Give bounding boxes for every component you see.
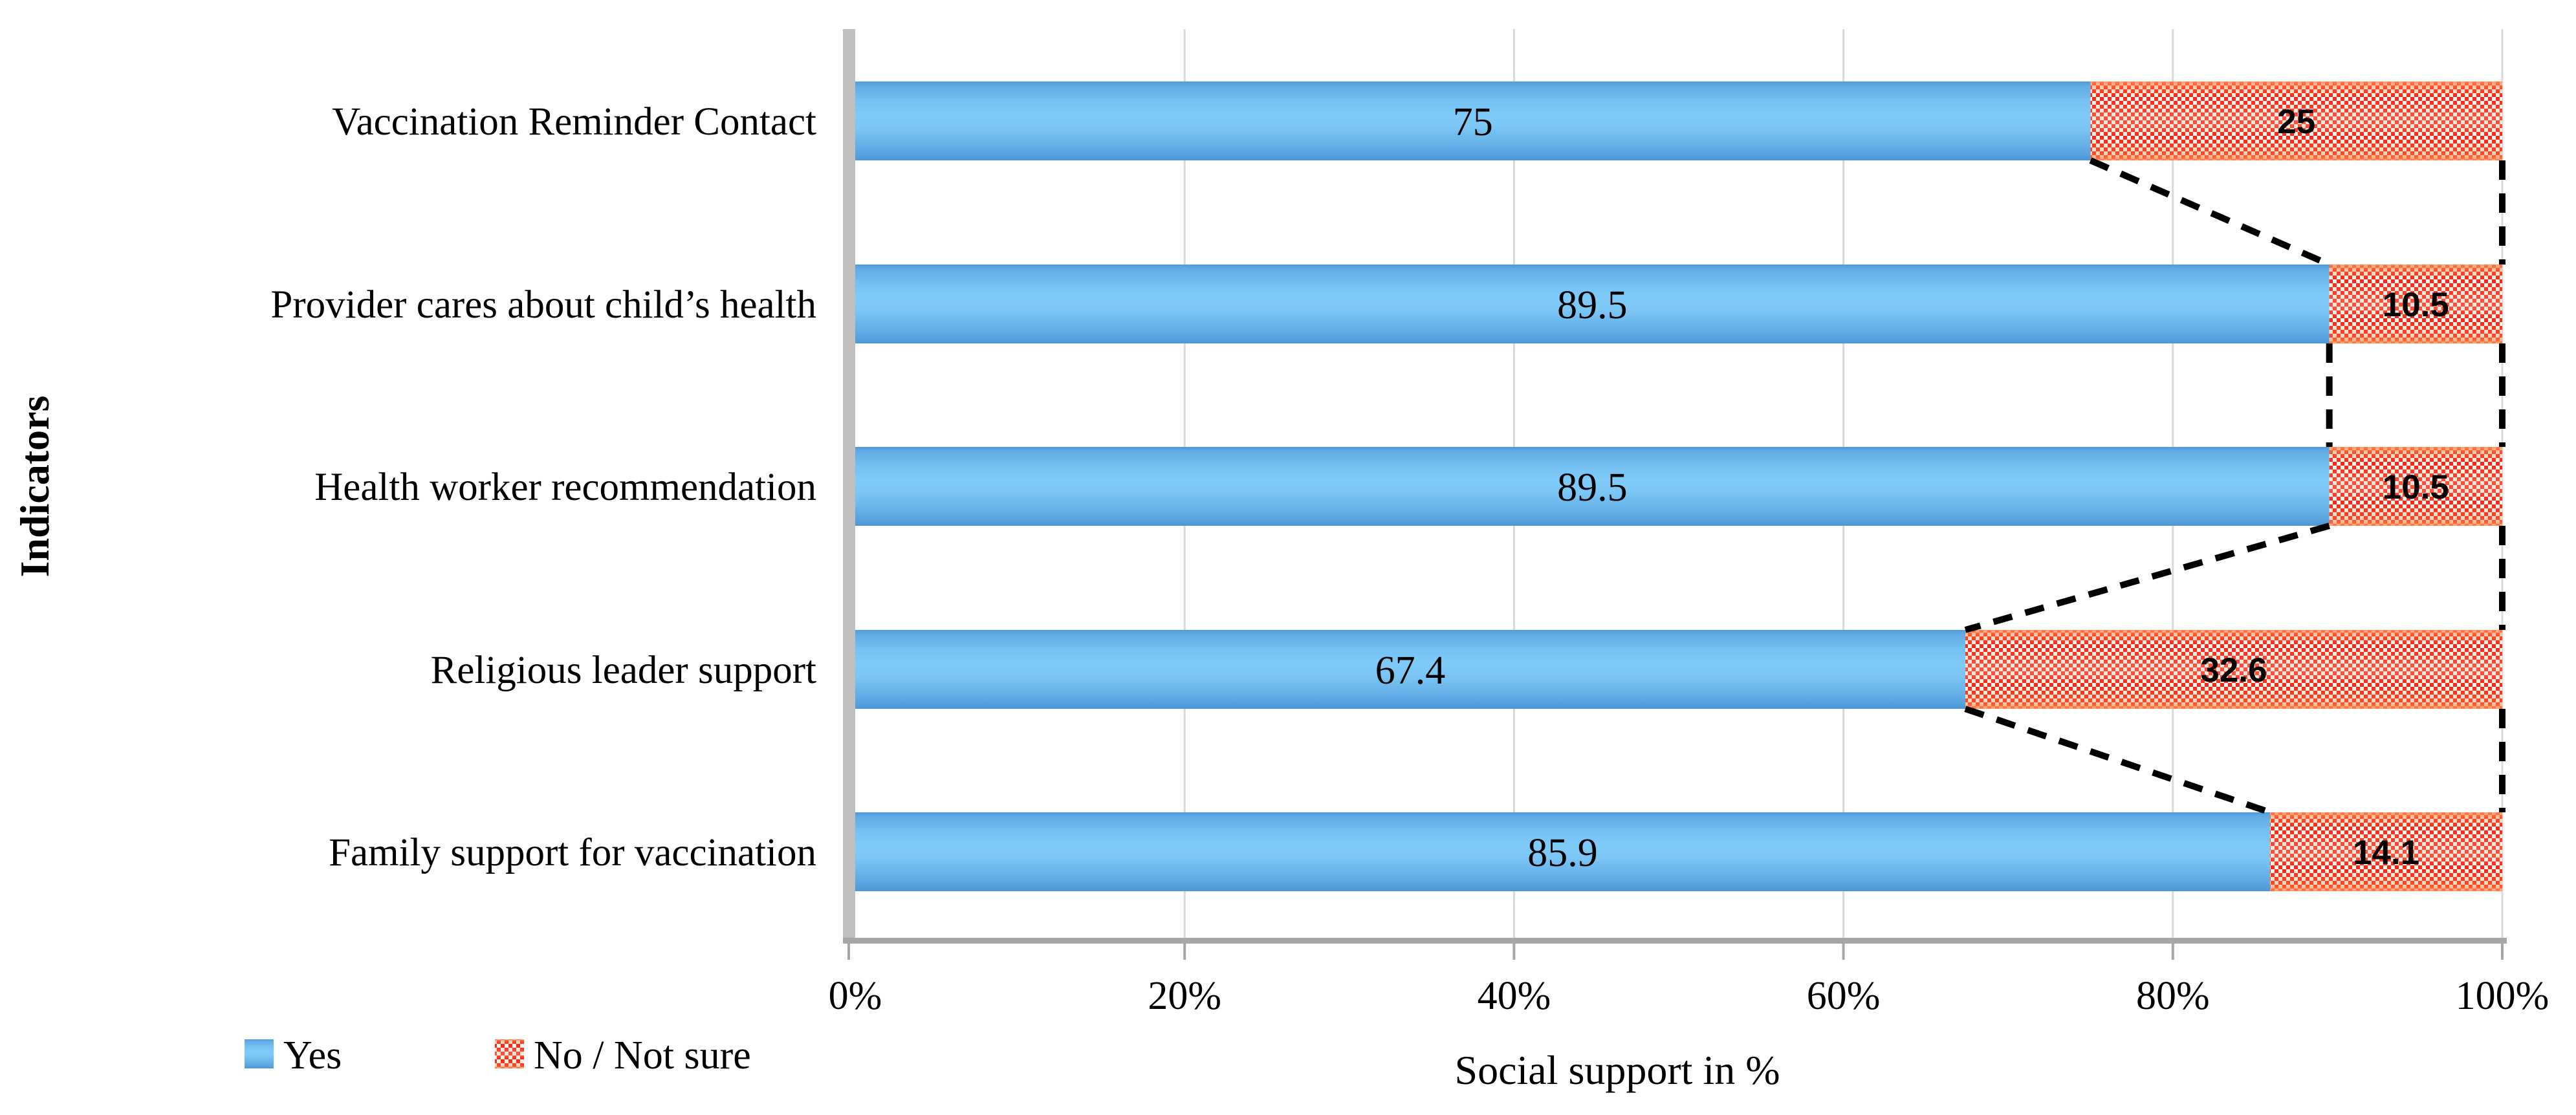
bar-yes-2 (855, 447, 2330, 526)
value-label-no-1: 10.5 (2383, 286, 2449, 324)
bar-yes-1 (855, 265, 2330, 343)
value-label-no-4: 14.1 (2353, 834, 2419, 872)
legend-item-yes: Yes (245, 1034, 342, 1077)
value-label-no-0: 25 (2277, 103, 2315, 141)
bar-no-overlay-0 (2090, 81, 2502, 160)
x-tick-label-0%: 0% (829, 974, 882, 1018)
value-label-yes-0: 75 (1453, 100, 1493, 144)
series-line-boundary-2 (1964, 523, 2331, 633)
value-label-yes-3: 67.4 (1375, 649, 1446, 693)
category-label-4: Family support for vaccination (329, 831, 816, 874)
value-label-no-3: 32.6 (2200, 651, 2267, 689)
series-line-boundary-3 (1964, 706, 2271, 816)
bar-no-overlay-1 (2329, 265, 2502, 343)
value-label-yes-2: 89.5 (1557, 466, 1628, 510)
bar-no-overlay-2 (2329, 447, 2502, 526)
value-label-no-2: 10.5 (2383, 468, 2449, 506)
legend-swatch-yes (245, 1039, 274, 1068)
value-label-yes-1: 89.5 (1557, 283, 1628, 327)
x-tick-label-20%: 20% (1148, 974, 1221, 1018)
category-labels: Vaccination Reminder Contact Provider car… (270, 100, 816, 874)
category-label-0: Vaccination Reminder Contact (332, 100, 816, 144)
series-lines (1964, 157, 2505, 816)
x-axis-title: Social support in % (1454, 1047, 1780, 1093)
x-tick-label-80%: 80% (2136, 974, 2210, 1018)
y-axis-line (843, 29, 855, 944)
legend-label-no: No / Not sure (534, 1034, 751, 1077)
x-tick-label-100%: 100% (2456, 974, 2549, 1018)
legend-swatch-no-overlay (495, 1039, 524, 1068)
bar-yes-4 (855, 812, 2271, 891)
x-tick-label-40%: 40% (1478, 974, 1551, 1018)
x-tick-labels: 0% 20% 40% 60% 80% 100% (829, 974, 2549, 1018)
series-line-boundary-0 (2089, 157, 2331, 268)
legend-label-yes: Yes (283, 1034, 342, 1077)
y-axis-title: Indicators (12, 396, 58, 578)
category-label-1: Provider cares about child’s health (270, 283, 816, 327)
category-label-3: Religious leader support (431, 649, 816, 692)
axis-ticks (847, 944, 2504, 960)
bar-yes-0 (855, 81, 2091, 160)
x-axis-line (843, 938, 2507, 944)
legend: Yes No / Not sure (245, 1034, 751, 1077)
bars: 75 25 89.5 10.5 89.5 10.5 67.4 32.6 85.9 14.1 (855, 81, 2502, 891)
legend-item-no: No / Not sure (495, 1034, 751, 1077)
bar-no-overlay-4 (2270, 812, 2502, 891)
x-tick-label-60%: 60% (1807, 974, 1881, 1018)
bar-yes-3 (855, 630, 1966, 709)
value-label-yes-4: 85.9 (1527, 831, 1598, 875)
category-label-2: Health worker recommendation (314, 466, 816, 509)
bar-no-overlay-3 (1965, 630, 2502, 709)
